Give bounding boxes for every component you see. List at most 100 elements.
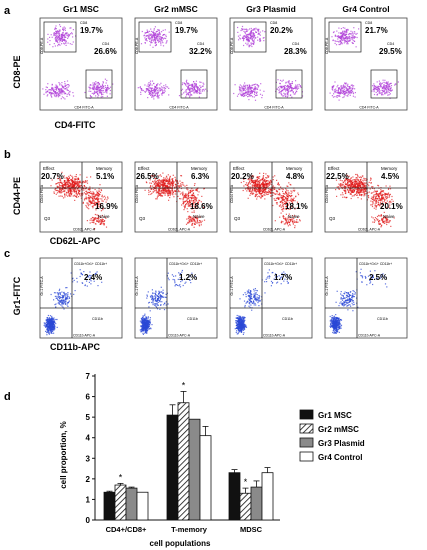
dot: [88, 90, 90, 92]
dot: [65, 84, 67, 86]
dot: [250, 44, 252, 46]
dot: [263, 37, 265, 39]
dot: [287, 91, 289, 93]
dot: [163, 192, 166, 194]
dot: [182, 193, 184, 195]
dot: [89, 188, 91, 190]
dot: [247, 93, 249, 95]
dot: [61, 181, 63, 183]
dot: [379, 82, 381, 84]
gate-cd4-name: CD4: [102, 42, 109, 46]
dot: [359, 178, 361, 181]
dot: [279, 85, 281, 88]
dot: [200, 86, 202, 89]
dot: [164, 185, 166, 187]
dot: [381, 195, 383, 197]
dot: [61, 190, 63, 192]
dot: [383, 221, 385, 223]
dot: [360, 184, 362, 186]
dot: [161, 94, 163, 96]
dot: [185, 193, 187, 195]
dot: [354, 180, 357, 182]
dot: [149, 80, 152, 82]
dot: [347, 29, 349, 31]
dot: [109, 93, 111, 95]
dot: [350, 197, 352, 200]
dot: [253, 89, 255, 91]
dot: [194, 223, 196, 225]
gate-cd8: [43, 21, 77, 53]
dot: [384, 194, 386, 196]
dot: [156, 184, 158, 186]
dot: [346, 30, 348, 32]
dot: [60, 38, 62, 40]
dot: [92, 198, 94, 200]
dot: [164, 87, 167, 90]
dot: [338, 27, 340, 29]
dot: [251, 92, 253, 94]
dot: [50, 94, 52, 96]
dot: [97, 218, 99, 220]
dot: [64, 177, 66, 179]
dot: [262, 183, 264, 185]
dot: [67, 89, 69, 92]
dot: [279, 193, 281, 195]
dot: [91, 195, 93, 197]
dot: [189, 91, 191, 93]
dot: [155, 187, 157, 190]
dot: [355, 173, 357, 176]
dot: [298, 83, 300, 86]
dot: [195, 84, 197, 86]
dot: [67, 184, 69, 186]
dot: [93, 86, 96, 88]
dot: [248, 86, 250, 89]
quadrant-effect-name: Effect: [233, 166, 245, 171]
dot: [152, 89, 154, 92]
dot: [362, 191, 364, 193]
dot: [192, 222, 194, 224]
panel-b: b CD44-PE CD62L-APC: [4, 149, 101, 246]
dot: [104, 86, 107, 89]
dot: [49, 92, 51, 94]
dot: [287, 221, 290, 223]
dot: [98, 201, 100, 203]
dot: [251, 193, 253, 195]
dot: [249, 28, 251, 30]
dot: [390, 202, 392, 204]
dot: [262, 190, 264, 192]
dot: [251, 184, 253, 186]
dot: [389, 89, 391, 92]
dot: [335, 40, 337, 42]
dot: [249, 85, 251, 87]
dot: [380, 191, 382, 194]
dot: [156, 36, 158, 38]
dot: [376, 81, 378, 83]
dot: [354, 182, 356, 184]
dot: [259, 31, 261, 33]
dot-cloud: [335, 173, 395, 228]
inner-ylabel: CD44 PE-A: [230, 184, 234, 203]
dot: [380, 198, 382, 200]
dot: [343, 88, 346, 90]
dot: [145, 39, 147, 41]
dot: [272, 187, 274, 190]
dot: [180, 183, 182, 185]
dot: [185, 203, 188, 205]
dot: [188, 84, 190, 86]
dot: [252, 188, 254, 190]
dot: [140, 93, 142, 95]
dot: [196, 207, 198, 209]
dot: [97, 88, 99, 90]
dot: [189, 84, 191, 86]
dot: [329, 92, 331, 94]
dot: [169, 194, 171, 197]
dot: [74, 180, 76, 182]
dot: [334, 81, 336, 83]
dot: [68, 186, 70, 188]
dot: [48, 317, 51, 319]
dot: [154, 33, 156, 35]
dot: [346, 183, 348, 185]
dot: [295, 92, 297, 94]
dot: [344, 186, 346, 188]
dot: [348, 40, 350, 42]
